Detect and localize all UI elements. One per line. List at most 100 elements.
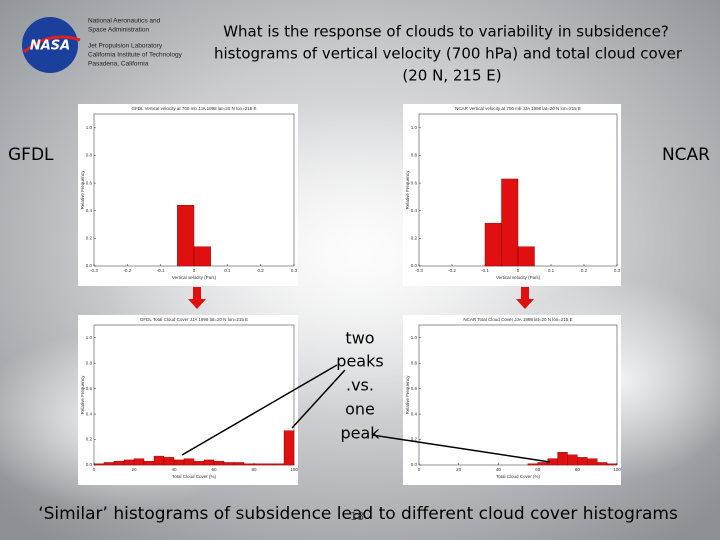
y-tick-label: 0.8 bbox=[411, 153, 418, 158]
y-tick-label: 0.4 bbox=[411, 411, 418, 416]
x-tick-label: 40 bbox=[171, 467, 177, 472]
y-tick-label: 1.0 bbox=[411, 125, 418, 130]
chart-title: NCAR Vertical velocity at 700 mb JJA 199… bbox=[455, 106, 581, 111]
arrow bbox=[516, 287, 534, 309]
chart-title: NCAR Total Cloud Cover JJA 1998 lat=20 N… bbox=[463, 317, 572, 322]
bar bbox=[173, 459, 185, 466]
y-axis-label: Relative Frequency bbox=[80, 375, 85, 415]
x-axis-label: Vertical velocity (Pa/s) bbox=[496, 275, 541, 280]
x-axis-label: Vertical velocity (Pa/s) bbox=[172, 275, 217, 280]
slide-title: What is the response of clouds to variab… bbox=[223, 23, 669, 41]
logo bbox=[22, 17, 78, 73]
bar bbox=[243, 463, 255, 466]
bar bbox=[203, 459, 215, 466]
y-tick-label: 1.0 bbox=[86, 335, 93, 340]
bar bbox=[233, 462, 245, 466]
bar bbox=[113, 460, 125, 466]
bar bbox=[183, 458, 195, 466]
y-tick-label: 0.0 bbox=[86, 462, 93, 467]
x-tick-label: 0 bbox=[93, 467, 96, 472]
x-tick-label: -0.2 bbox=[123, 268, 131, 273]
bar bbox=[93, 463, 105, 466]
x-tick-label: 0.3 bbox=[614, 268, 621, 273]
bar bbox=[153, 455, 165, 466]
footer: ‘Similar’ histograms of subsidence lead … bbox=[38, 504, 678, 524]
annotation: peak bbox=[340, 424, 380, 443]
bar bbox=[577, 457, 588, 466]
pointer-line bbox=[291, 369, 346, 429]
bar bbox=[273, 463, 285, 466]
x-tick-label: 40 bbox=[496, 467, 502, 472]
model-label: GFDL bbox=[8, 145, 54, 165]
slide-title: (20 N, 215 E) bbox=[402, 67, 501, 85]
y-tick-label: 0.4 bbox=[411, 208, 418, 213]
chart-panel bbox=[78, 315, 298, 485]
annotation: .vs. bbox=[346, 376, 374, 395]
bar bbox=[253, 463, 265, 466]
bar bbox=[263, 463, 275, 466]
bar bbox=[133, 458, 145, 466]
page-number: 18 bbox=[350, 510, 364, 523]
agency-text: National Aeronautics and bbox=[88, 18, 161, 25]
y-tick-label: 0.6 bbox=[86, 386, 93, 391]
x-axis-label: Total Cloud Cover (%) bbox=[496, 474, 541, 479]
x-tick-label: 100 bbox=[290, 467, 298, 472]
x-axis-label: Total Cloud Cover (%) bbox=[172, 474, 217, 479]
x-tick-label: 0 bbox=[418, 467, 421, 472]
bar bbox=[597, 462, 608, 466]
x-tick-label: -0.2 bbox=[448, 268, 456, 273]
agency-text: Space Administration bbox=[88, 27, 149, 34]
annotation: one bbox=[345, 400, 375, 419]
agency-text: Pasadena, California bbox=[88, 61, 149, 68]
model-label: NCAR bbox=[662, 145, 710, 165]
x-tick-label: 0.3 bbox=[291, 268, 298, 273]
y-tick-label: 0.0 bbox=[411, 462, 418, 467]
bar bbox=[527, 463, 539, 466]
bar bbox=[223, 462, 235, 466]
bar bbox=[567, 454, 578, 466]
bar bbox=[177, 204, 195, 267]
x-tick-label: 80 bbox=[251, 467, 257, 472]
y-axis-label: Relative Frequency bbox=[405, 170, 410, 210]
y-tick-label: 0.6 bbox=[411, 180, 418, 185]
chart-title: GFDL Vertical velocity at 700 mb JJA 199… bbox=[132, 106, 257, 111]
logo-text: NASA bbox=[30, 39, 70, 54]
x-tick-label: 0.1 bbox=[548, 268, 555, 273]
x-tick-label: 0.2 bbox=[258, 268, 265, 273]
bar bbox=[484, 222, 502, 267]
x-tick-label: 0 bbox=[193, 268, 196, 273]
bar bbox=[501, 178, 519, 267]
agency-text: Jet Propulsion Laboratory bbox=[88, 43, 163, 50]
y-tick-label: 0.2 bbox=[86, 437, 93, 442]
x-tick-label: 60 bbox=[211, 467, 217, 472]
y-tick-label: 0.8 bbox=[411, 360, 418, 365]
pointer-line bbox=[181, 364, 338, 456]
bar bbox=[557, 452, 568, 466]
pointer-line bbox=[371, 434, 551, 463]
y-tick-label: 0.2 bbox=[411, 236, 418, 241]
agency-text: California Institute of Technology bbox=[88, 52, 183, 59]
x-tick-label: 20 bbox=[456, 467, 462, 472]
y-tick-label: 1.0 bbox=[411, 335, 418, 340]
bar bbox=[123, 459, 135, 466]
y-tick-label: 0.6 bbox=[86, 180, 93, 185]
logo-swoosh bbox=[23, 35, 81, 54]
arrow bbox=[188, 287, 206, 309]
bar bbox=[537, 462, 548, 466]
y-tick-label: 0.2 bbox=[86, 236, 93, 241]
bar bbox=[163, 457, 175, 466]
x-tick-label: 20 bbox=[131, 467, 137, 472]
x-tick-label: 0 bbox=[517, 268, 520, 273]
y-tick-label: 0.4 bbox=[86, 208, 93, 213]
bar bbox=[587, 458, 598, 466]
slide-title: histograms of vertical velocity (700 hPa… bbox=[214, 45, 683, 63]
x-tick-label: 80 bbox=[575, 467, 581, 472]
y-axis-label: Relative Frequency bbox=[405, 375, 410, 415]
bar bbox=[517, 246, 535, 267]
x-tick-label: -0.3 bbox=[90, 268, 98, 273]
y-tick-label: 0.0 bbox=[411, 263, 418, 268]
annotation: two bbox=[345, 329, 374, 348]
bar bbox=[103, 462, 115, 466]
